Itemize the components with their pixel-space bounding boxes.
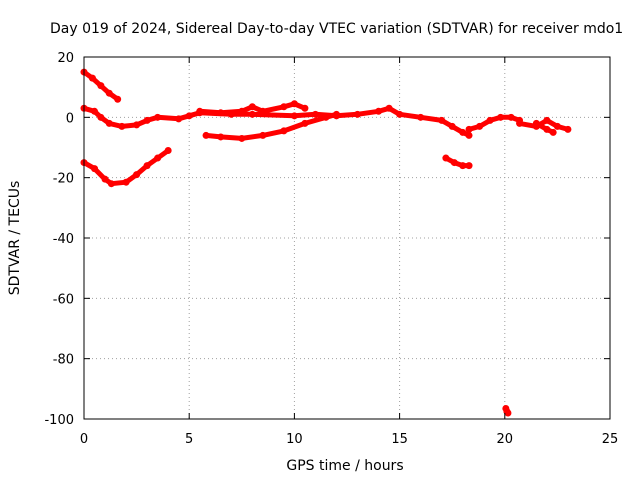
data-point — [97, 113, 105, 121]
series-arc-7 — [465, 113, 524, 133]
data-point — [259, 107, 267, 115]
data-point — [465, 125, 473, 133]
data-point — [164, 147, 172, 155]
x-tick-label: 10 — [286, 432, 303, 447]
series-trace — [203, 111, 339, 141]
y-tick-label: -40 — [53, 232, 74, 247]
data-point — [105, 89, 113, 97]
data-point — [248, 110, 256, 118]
data-point — [476, 122, 484, 130]
data-point — [543, 116, 551, 124]
data-point — [450, 159, 458, 167]
x-tick-label: 25 — [602, 432, 619, 447]
data-point — [564, 125, 572, 133]
data-point — [107, 180, 115, 188]
data-point — [459, 128, 467, 136]
data-point — [507, 113, 515, 121]
data-point — [217, 133, 225, 141]
y-tick-label: -80 — [53, 353, 74, 368]
data-point — [133, 171, 141, 179]
data-point — [185, 112, 193, 120]
data-point — [290, 100, 298, 108]
series-arc-2 — [80, 104, 473, 139]
data-point — [105, 119, 113, 127]
data-point — [532, 119, 540, 127]
data-point — [97, 82, 105, 90]
data-point — [290, 112, 298, 120]
plot-frame — [83, 56, 611, 420]
data-point — [280, 127, 288, 135]
y-tick-label: -20 — [53, 172, 74, 187]
data-point — [417, 113, 425, 121]
series-arc-1 — [80, 68, 122, 103]
data-point — [91, 107, 99, 115]
data-series — [80, 68, 572, 417]
data-point — [497, 113, 505, 121]
data-point — [486, 116, 494, 124]
series-arc-4 — [202, 110, 340, 142]
data-point — [114, 95, 122, 103]
x-tick-label: 15 — [391, 432, 408, 447]
data-point — [196, 107, 204, 115]
series-arc-5 — [196, 100, 309, 117]
data-point — [154, 154, 162, 162]
data-point — [543, 125, 551, 133]
data-point — [154, 113, 162, 121]
series-arc-3 — [80, 147, 172, 188]
data-point — [217, 109, 225, 117]
chart-title: Day 019 of 2024, Sidereal Day-to-day VTE… — [50, 21, 623, 37]
data-point — [133, 121, 141, 129]
y-axis-label: SDTVAR / TECUs — [7, 181, 23, 296]
data-point — [301, 119, 309, 127]
data-point — [322, 113, 330, 121]
data-point — [438, 116, 446, 124]
data-point — [259, 131, 267, 139]
data-point — [301, 104, 309, 112]
grid — [84, 57, 610, 419]
data-point — [238, 107, 246, 115]
axis-ticks: 0 5 10 15 20 25 -100 -80 -60 -40 -20 0 20 — [44, 51, 618, 447]
data-point — [332, 110, 340, 118]
data-point — [448, 122, 456, 130]
data-point — [122, 178, 130, 186]
data-point — [118, 122, 126, 130]
data-point — [311, 110, 319, 118]
data-point — [442, 154, 450, 162]
data-point — [354, 110, 362, 118]
data-point — [549, 128, 557, 136]
data-point — [143, 116, 151, 124]
data-point — [396, 110, 404, 118]
y-tick-label: 0 — [66, 111, 74, 126]
x-tick-label: 0 — [80, 432, 88, 447]
series-outlier — [502, 404, 512, 417]
data-point — [175, 115, 183, 123]
data-point — [465, 162, 473, 170]
data-point — [91, 165, 99, 173]
data-point — [238, 134, 246, 142]
x-axis-label: GPS time / hours — [286, 458, 403, 474]
y-tick-label: -100 — [44, 413, 74, 428]
data-point — [459, 162, 467, 170]
data-point — [101, 175, 109, 183]
data-point — [553, 122, 561, 130]
data-point — [385, 104, 393, 112]
data-point — [248, 103, 256, 111]
data-point — [375, 107, 383, 115]
data-point — [143, 162, 151, 170]
data-point — [88, 74, 96, 82]
x-tick-label: 5 — [185, 432, 193, 447]
data-point — [280, 103, 288, 111]
y-tick-label: -60 — [53, 292, 74, 307]
y-tick-label: 20 — [57, 51, 74, 66]
data-point — [202, 131, 210, 139]
data-point — [465, 131, 473, 139]
data-point — [504, 409, 512, 417]
series-arc-8 — [516, 116, 572, 133]
series-arc-9 — [532, 119, 557, 136]
data-point — [516, 119, 524, 127]
x-tick-label: 20 — [497, 432, 514, 447]
series-arc-6 — [442, 154, 473, 170]
